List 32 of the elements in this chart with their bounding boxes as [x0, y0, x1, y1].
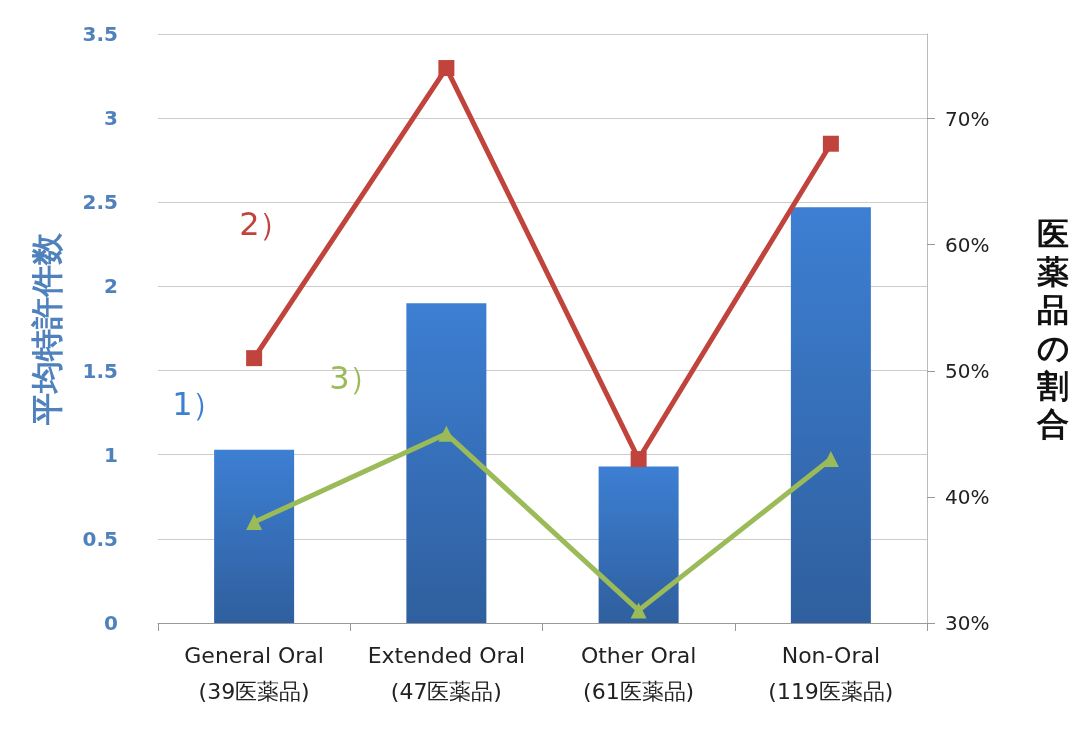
point	[246, 350, 263, 367]
series-label: 3）	[329, 359, 382, 398]
point	[438, 60, 455, 77]
y2-tick-label: 60%	[945, 232, 990, 257]
series-label: 2）	[239, 205, 292, 244]
point	[246, 514, 263, 531]
x-tick-label: Extended Oral (47医薬品)	[367, 642, 526, 704]
y-tick-label: 0	[104, 611, 118, 635]
y-tick-label: 2.5	[82, 190, 118, 215]
x-tick-label: General Oral (39医薬品)	[184, 642, 324, 704]
bar	[790, 207, 871, 623]
point	[630, 451, 647, 468]
point	[822, 135, 839, 152]
bar	[406, 303, 487, 623]
series-label: 1）	[172, 384, 225, 423]
y2-axis-title: 医薬品の割合	[1036, 214, 1070, 443]
y-tick-label: 1	[104, 442, 118, 467]
y-tick-label: 2	[104, 274, 118, 299]
point	[630, 602, 647, 619]
y2-tick-label: 50%	[945, 358, 990, 383]
x-tick-label: Non-Oral (119医薬品)	[768, 642, 894, 704]
y-tick-label: 3	[104, 106, 118, 131]
y-tick-label: 0.5	[82, 526, 118, 551]
y2-tick-label: 40%	[945, 484, 990, 509]
bar	[598, 466, 679, 623]
bar	[214, 449, 295, 623]
x-tick-label: Other Oral (61医薬品)	[580, 642, 697, 704]
y-axis-title: 平均特許件数	[28, 231, 66, 426]
y-tick-label: 1.5	[82, 358, 118, 383]
y2-tick-label: 30%	[945, 611, 990, 635]
y2-tick-label: 70%	[945, 106, 990, 131]
y-tick-label: 3.5	[82, 22, 118, 46]
